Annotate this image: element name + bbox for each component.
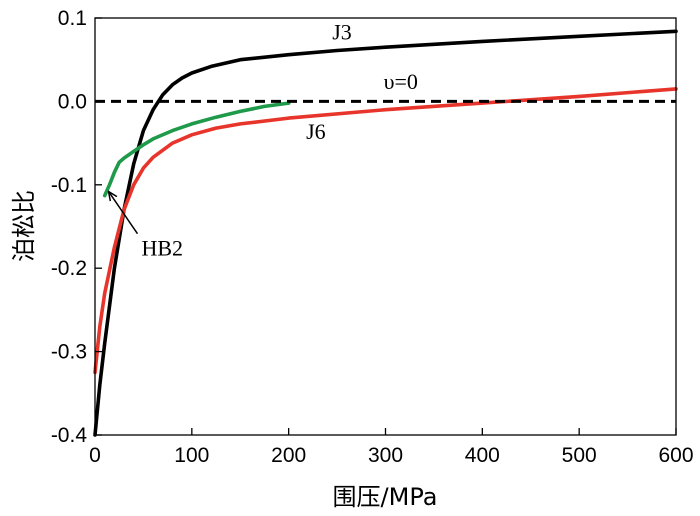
x-tick-label: 400 [465,444,500,467]
y-tick-label: -0.2 [51,257,87,280]
x-tick-label: 300 [368,444,403,467]
x-tick-label: 0 [89,444,101,467]
y-tick-label: -0.3 [51,341,87,364]
x-tick-label: 100 [174,444,209,467]
series-layer [93,29,678,437]
annotation-layer: J3 υ=0 J6 HB2 [109,20,418,261]
x-tick-label: 600 [658,444,693,467]
x-axis-title: 围压/MPa [333,483,438,511]
annotation-j6: J6 [306,119,326,144]
annotation-j3: J3 [332,20,352,45]
tick-layer: 0 100 200 300 400 500 600 0.1 0.0 -0.1 -0.2 -0.3 -0.… [51,7,694,467]
series-line-j6 [93,87,678,375]
y-tick-label: 0.0 [58,90,87,113]
x-tick-label: 200 [271,444,306,467]
annotation-arrow-hb2 [109,191,139,235]
y-axis-title: 泊松比 [10,190,38,262]
y-tick-label: -0.1 [51,174,87,197]
annotation-hb2: HB2 [141,236,183,261]
y-tick-label: 0.1 [58,7,87,30]
x-tick-label: 500 [562,444,597,467]
annotation-zero: υ=0 [384,69,418,94]
series-line-hb2 [102,101,291,198]
y-tick-label: -0.4 [51,424,88,447]
series-line-j3 [93,29,678,437]
